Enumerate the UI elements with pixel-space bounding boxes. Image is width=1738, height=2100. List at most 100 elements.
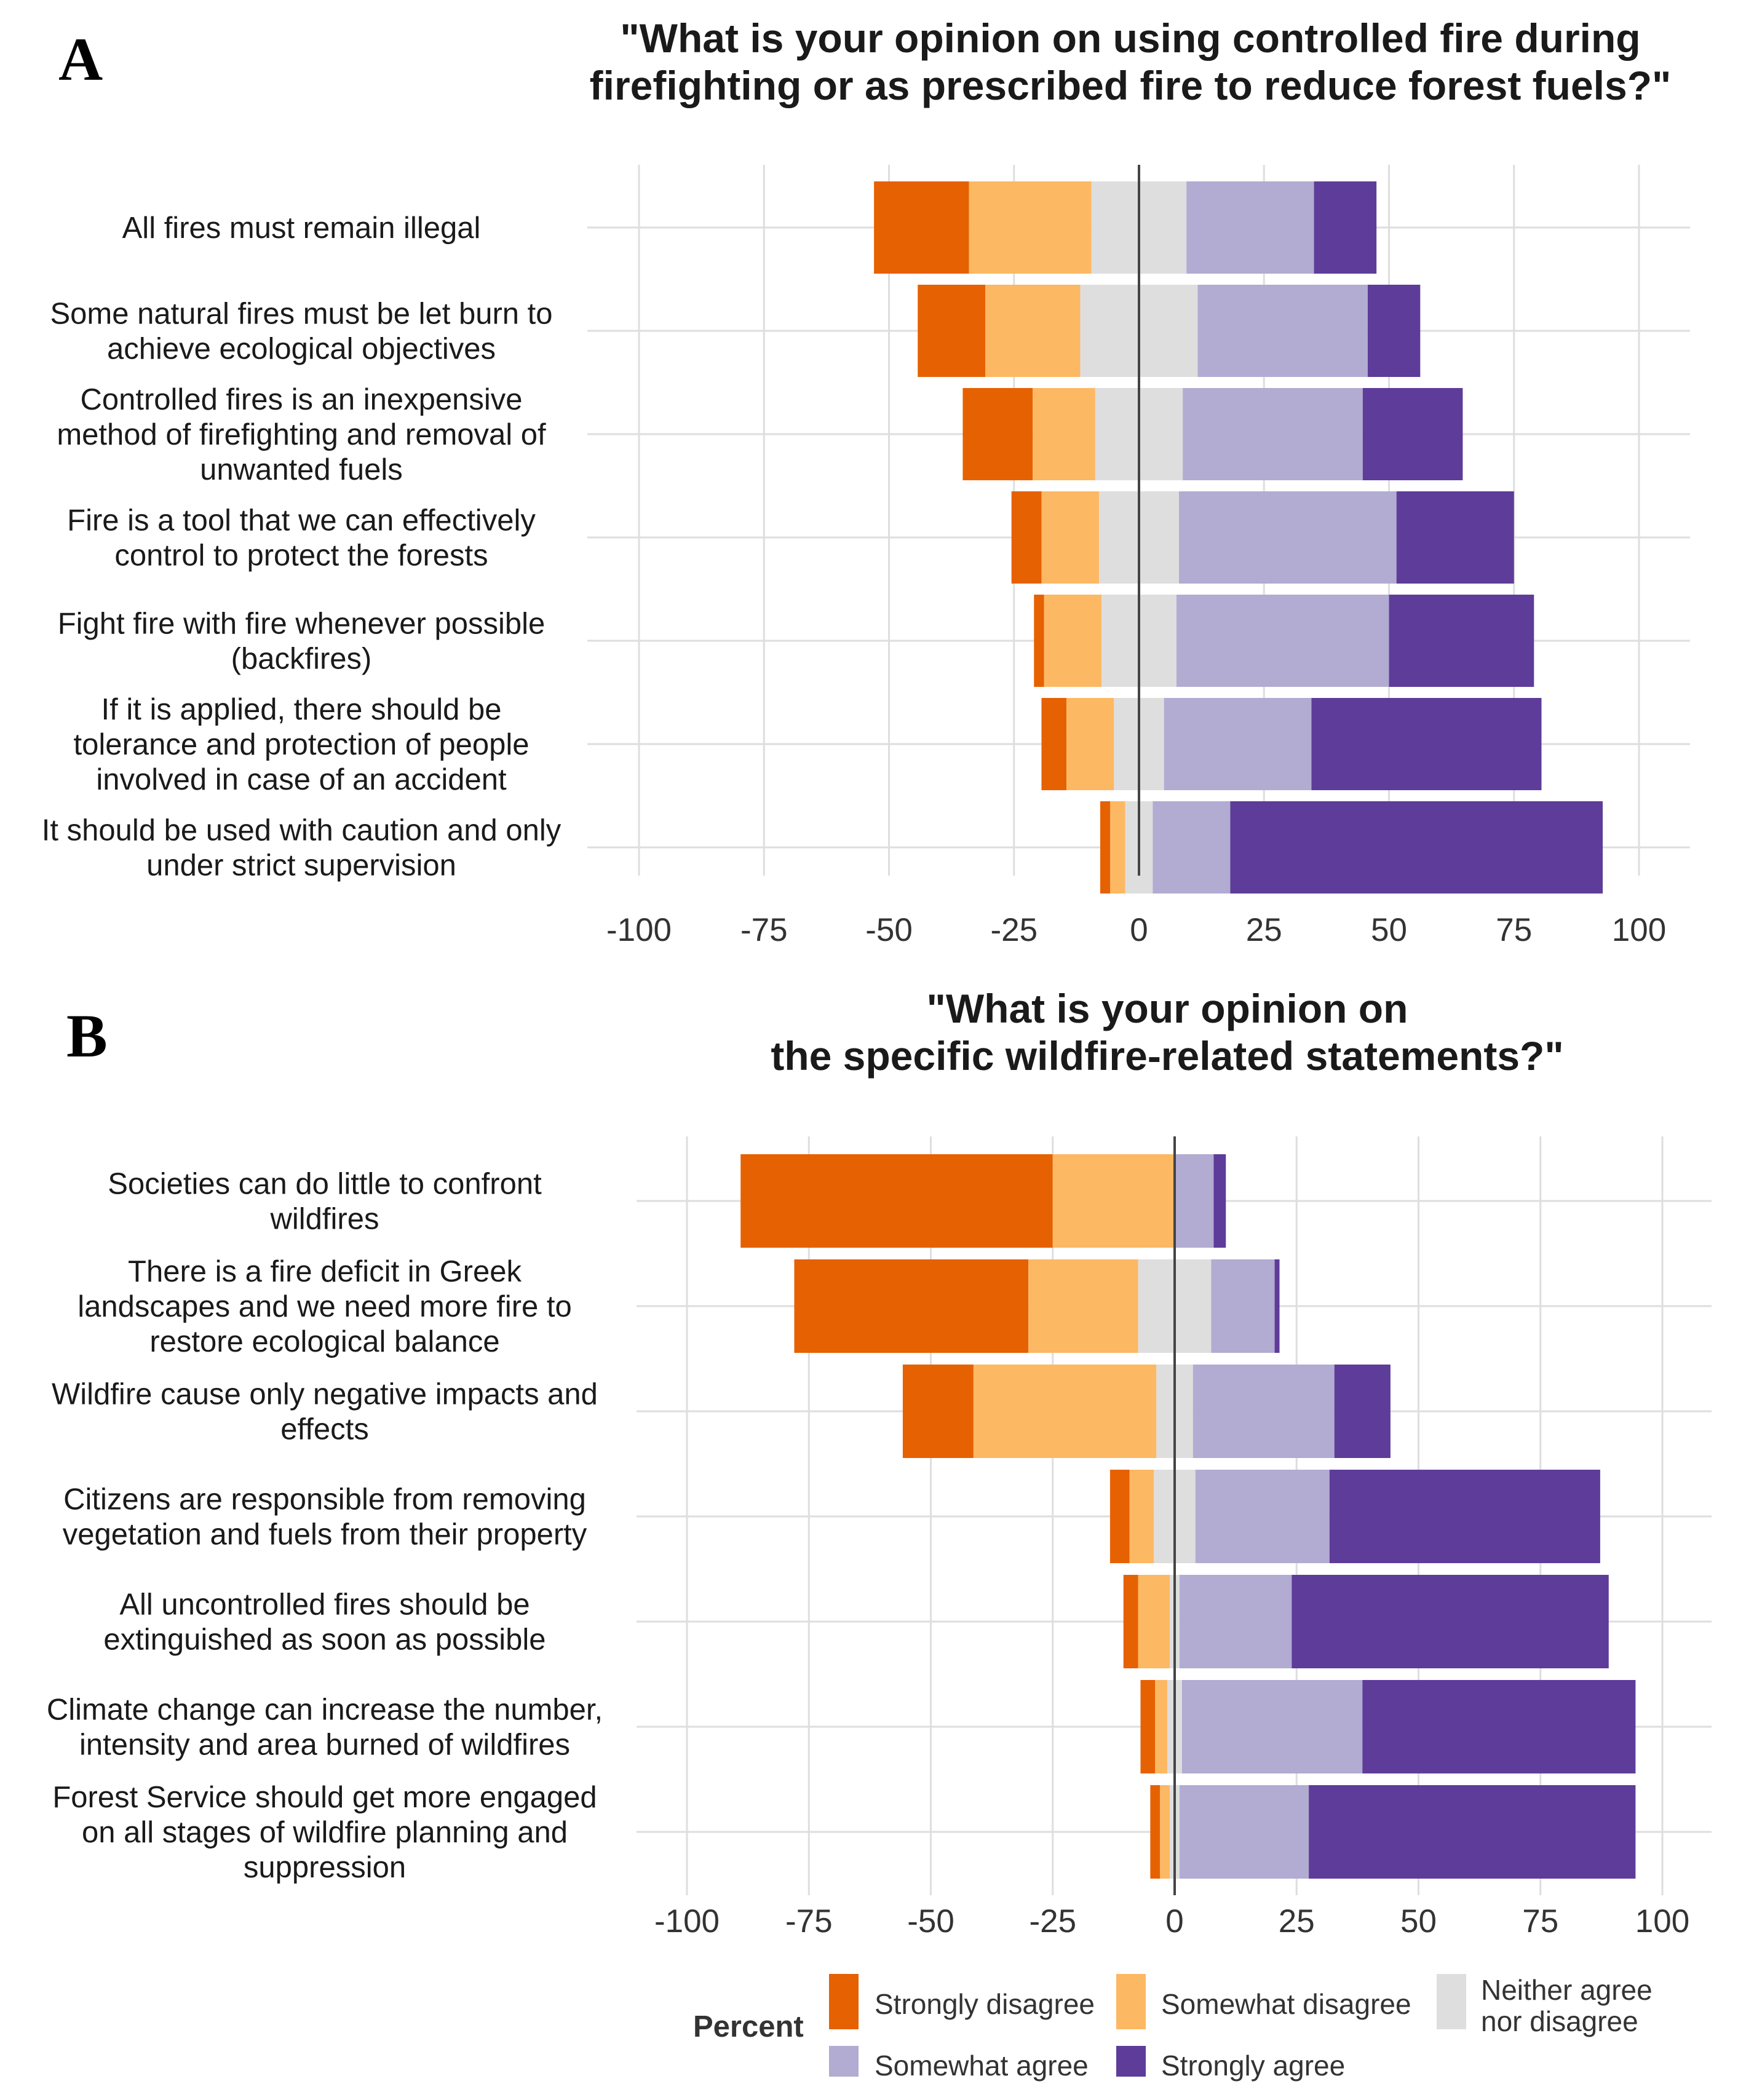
x-tick-label: -100: [654, 1903, 720, 1940]
bar-strongly-agree: [1230, 801, 1603, 893]
legend-swatch-strongly-agree: [1116, 2046, 1146, 2077]
x-tick-label: 50: [1400, 1903, 1437, 1940]
bar-strongly-disagree: [962, 388, 1033, 480]
bar-somewhat-disagree: [973, 1365, 1157, 1458]
category-label: Wildfire cause only negative impacts and: [52, 1378, 598, 1411]
category-label: Fight fire with fire whenever possible: [58, 608, 546, 641]
x-tick-label: 25: [1246, 912, 1282, 948]
bar-somewhat-disagree: [1129, 1470, 1154, 1563]
category-label: Climate change can increase the number,: [47, 1694, 603, 1727]
bar-somewhat-agree: [1197, 285, 1368, 377]
category-label: Fire is a tool that we can effectively: [67, 504, 536, 537]
bar-strongly-agree: [1292, 1575, 1609, 1668]
category-label: effects: [280, 1413, 368, 1446]
category-label: suppression: [244, 1851, 406, 1884]
bar-strongly-agree: [1367, 285, 1421, 377]
category-label: vegetation and fuels from their property: [63, 1518, 587, 1551]
bar-strongly-disagree: [1123, 1575, 1138, 1668]
x-tick-label: -25: [990, 912, 1038, 948]
bar-strongly-disagree: [1140, 1680, 1156, 1773]
bar-somewhat-disagree: [1160, 1785, 1170, 1879]
x-tick-label: 75: [1522, 1903, 1558, 1940]
bar-somewhat-agree: [1179, 491, 1397, 584]
bar-somewhat-disagree: [1052, 1154, 1175, 1248]
category-label: under strict supervision: [146, 849, 456, 882]
bar-somewhat-disagree: [1138, 1575, 1170, 1668]
bar-strongly-agree: [1362, 1680, 1636, 1773]
x-tick-label: 25: [1279, 1903, 1315, 1940]
bar-strongly-disagree: [874, 181, 969, 274]
bar-somewhat-agree: [1181, 1680, 1363, 1773]
category-label: restore ecological balance: [149, 1325, 499, 1358]
legend-swatch-neither-agree-nor-disagree: [1437, 1974, 1466, 2029]
bar-strongly-agree: [1213, 1154, 1226, 1248]
bar-somewhat-disagree: [969, 181, 1092, 274]
category-label: achieve ecological objectives: [107, 333, 496, 366]
category-label: Controlled fires is an inexpensive: [80, 383, 522, 416]
category-label: on all stages of wildfire planning and: [82, 1816, 568, 1849]
bar-strongly-disagree: [1034, 595, 1044, 687]
category-label: landscapes and we need more fire to: [77, 1290, 572, 1323]
category-label: involved in case of an accident: [96, 763, 507, 796]
bar-somewhat-disagree: [1066, 698, 1114, 790]
bar-strongly-agree: [1274, 1259, 1280, 1353]
legend-title: Percent: [693, 2010, 804, 2043]
bar-strongly-agree: [1329, 1470, 1600, 1563]
bar-somewhat-disagree: [1033, 388, 1095, 480]
bar-somewhat-disagree: [985, 285, 1081, 377]
legend-label: Strongly disagree: [875, 1988, 1095, 2020]
bar-strongly-agree: [1311, 698, 1542, 790]
category-label: intensity and area burned of wildfires: [79, 1729, 570, 1762]
chart-title-line: the specific wildfire-related statements…: [771, 1033, 1563, 1079]
bar-somewhat-disagree: [1044, 595, 1102, 687]
bar-strongly-agree: [1362, 388, 1463, 480]
legend-swatch-somewhat-disagree: [1116, 1974, 1146, 2029]
bar-strongly-agree: [1314, 181, 1377, 274]
category-label: extinguished as soon as possible: [103, 1623, 546, 1657]
bar-strongly-disagree: [1041, 698, 1067, 790]
bar-somewhat-agree: [1175, 1154, 1214, 1248]
category-label: All fires must remain illegal: [122, 212, 481, 245]
x-tick-label: 0: [1130, 912, 1148, 948]
legend-label: Strongly agree: [1161, 2050, 1345, 2082]
bar-somewhat-agree: [1186, 181, 1314, 274]
category-label: Forest Service should get more engaged: [52, 1781, 597, 1814]
bar-somewhat-agree: [1211, 1259, 1275, 1353]
category-label: All uncontrolled fires should be: [119, 1588, 530, 1622]
bar-somewhat-disagree: [1028, 1259, 1138, 1353]
x-tick-label: -100: [606, 912, 672, 948]
bar-somewhat-agree: [1192, 1365, 1335, 1458]
x-tick-label: 100: [1635, 1903, 1689, 1940]
category-label: method of firefighting and removal of: [57, 418, 546, 451]
category-label: unwanted fuels: [200, 453, 403, 486]
category-label: It should be used with caution and only: [42, 814, 561, 847]
x-tick-label: 50: [1371, 912, 1407, 948]
bar-strongly-disagree: [902, 1365, 974, 1458]
bar-strongly-disagree: [740, 1154, 1053, 1248]
legend-label: Somewhat disagree: [1161, 1988, 1411, 2020]
bar-somewhat-agree: [1179, 1575, 1292, 1668]
bar-strongly-disagree: [1109, 1470, 1130, 1563]
bar-somewhat-agree: [1176, 595, 1389, 687]
legend-swatch-strongly-disagree: [829, 1974, 859, 2029]
legend-label: nor disagree: [1481, 2005, 1638, 2037]
legend-label: Somewhat agree: [875, 2050, 1089, 2082]
bar-somewhat-agree: [1179, 1785, 1309, 1879]
panel-letter-a: A: [58, 25, 103, 93]
bar-somewhat-agree: [1164, 698, 1312, 790]
x-tick-label: 100: [1612, 912, 1666, 948]
x-tick-label: -50: [907, 1903, 954, 1940]
x-tick-label: -75: [740, 912, 788, 948]
bar-somewhat-disagree: [1041, 491, 1099, 584]
category-label: (backfires): [231, 643, 372, 676]
chart-title-line: "What is your opinion on using controlle…: [620, 15, 1640, 61]
category-label: If it is applied, there should be: [101, 693, 501, 726]
bar-somewhat-disagree: [1110, 801, 1125, 893]
category-label: Societies can do little to confront: [108, 1168, 542, 1201]
bar-strongly-agree: [1389, 595, 1534, 687]
legend-swatch-somewhat-agree: [829, 2046, 859, 2077]
x-tick-label: -25: [1029, 1903, 1076, 1940]
category-label: Some natural fires must be let burn to: [50, 298, 552, 331]
x-tick-label: -50: [865, 912, 913, 948]
